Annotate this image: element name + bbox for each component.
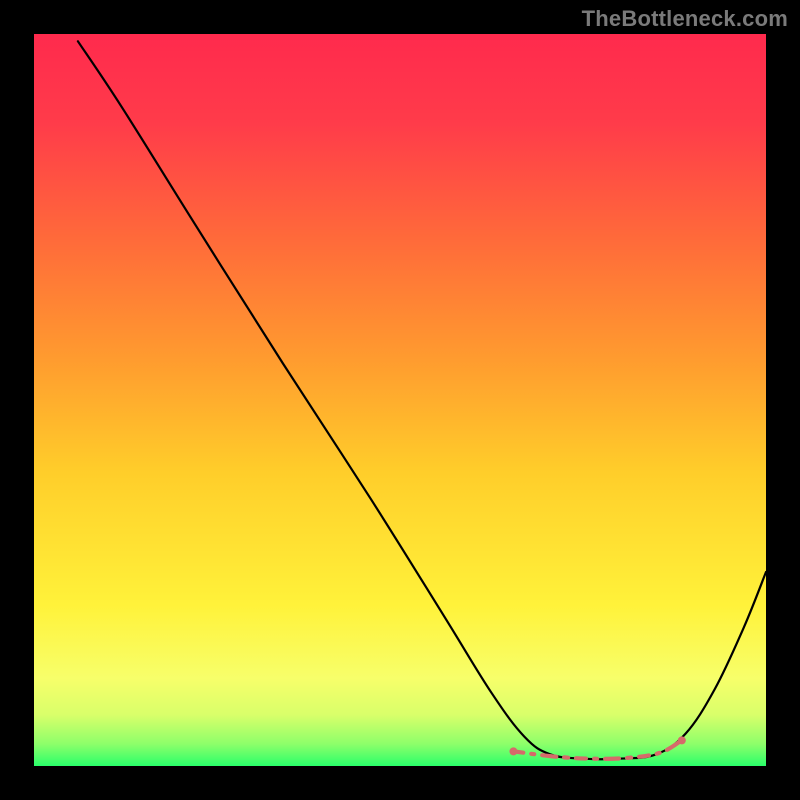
chart-container: TheBottleneck.com	[0, 0, 800, 800]
highlight-dot	[678, 736, 686, 744]
attribution-label: TheBottleneck.com	[582, 6, 788, 32]
bottleneck-curve-path	[78, 41, 766, 759]
highlight-dot	[509, 747, 517, 755]
curve-svg	[34, 34, 766, 766]
plot-area	[34, 34, 766, 766]
